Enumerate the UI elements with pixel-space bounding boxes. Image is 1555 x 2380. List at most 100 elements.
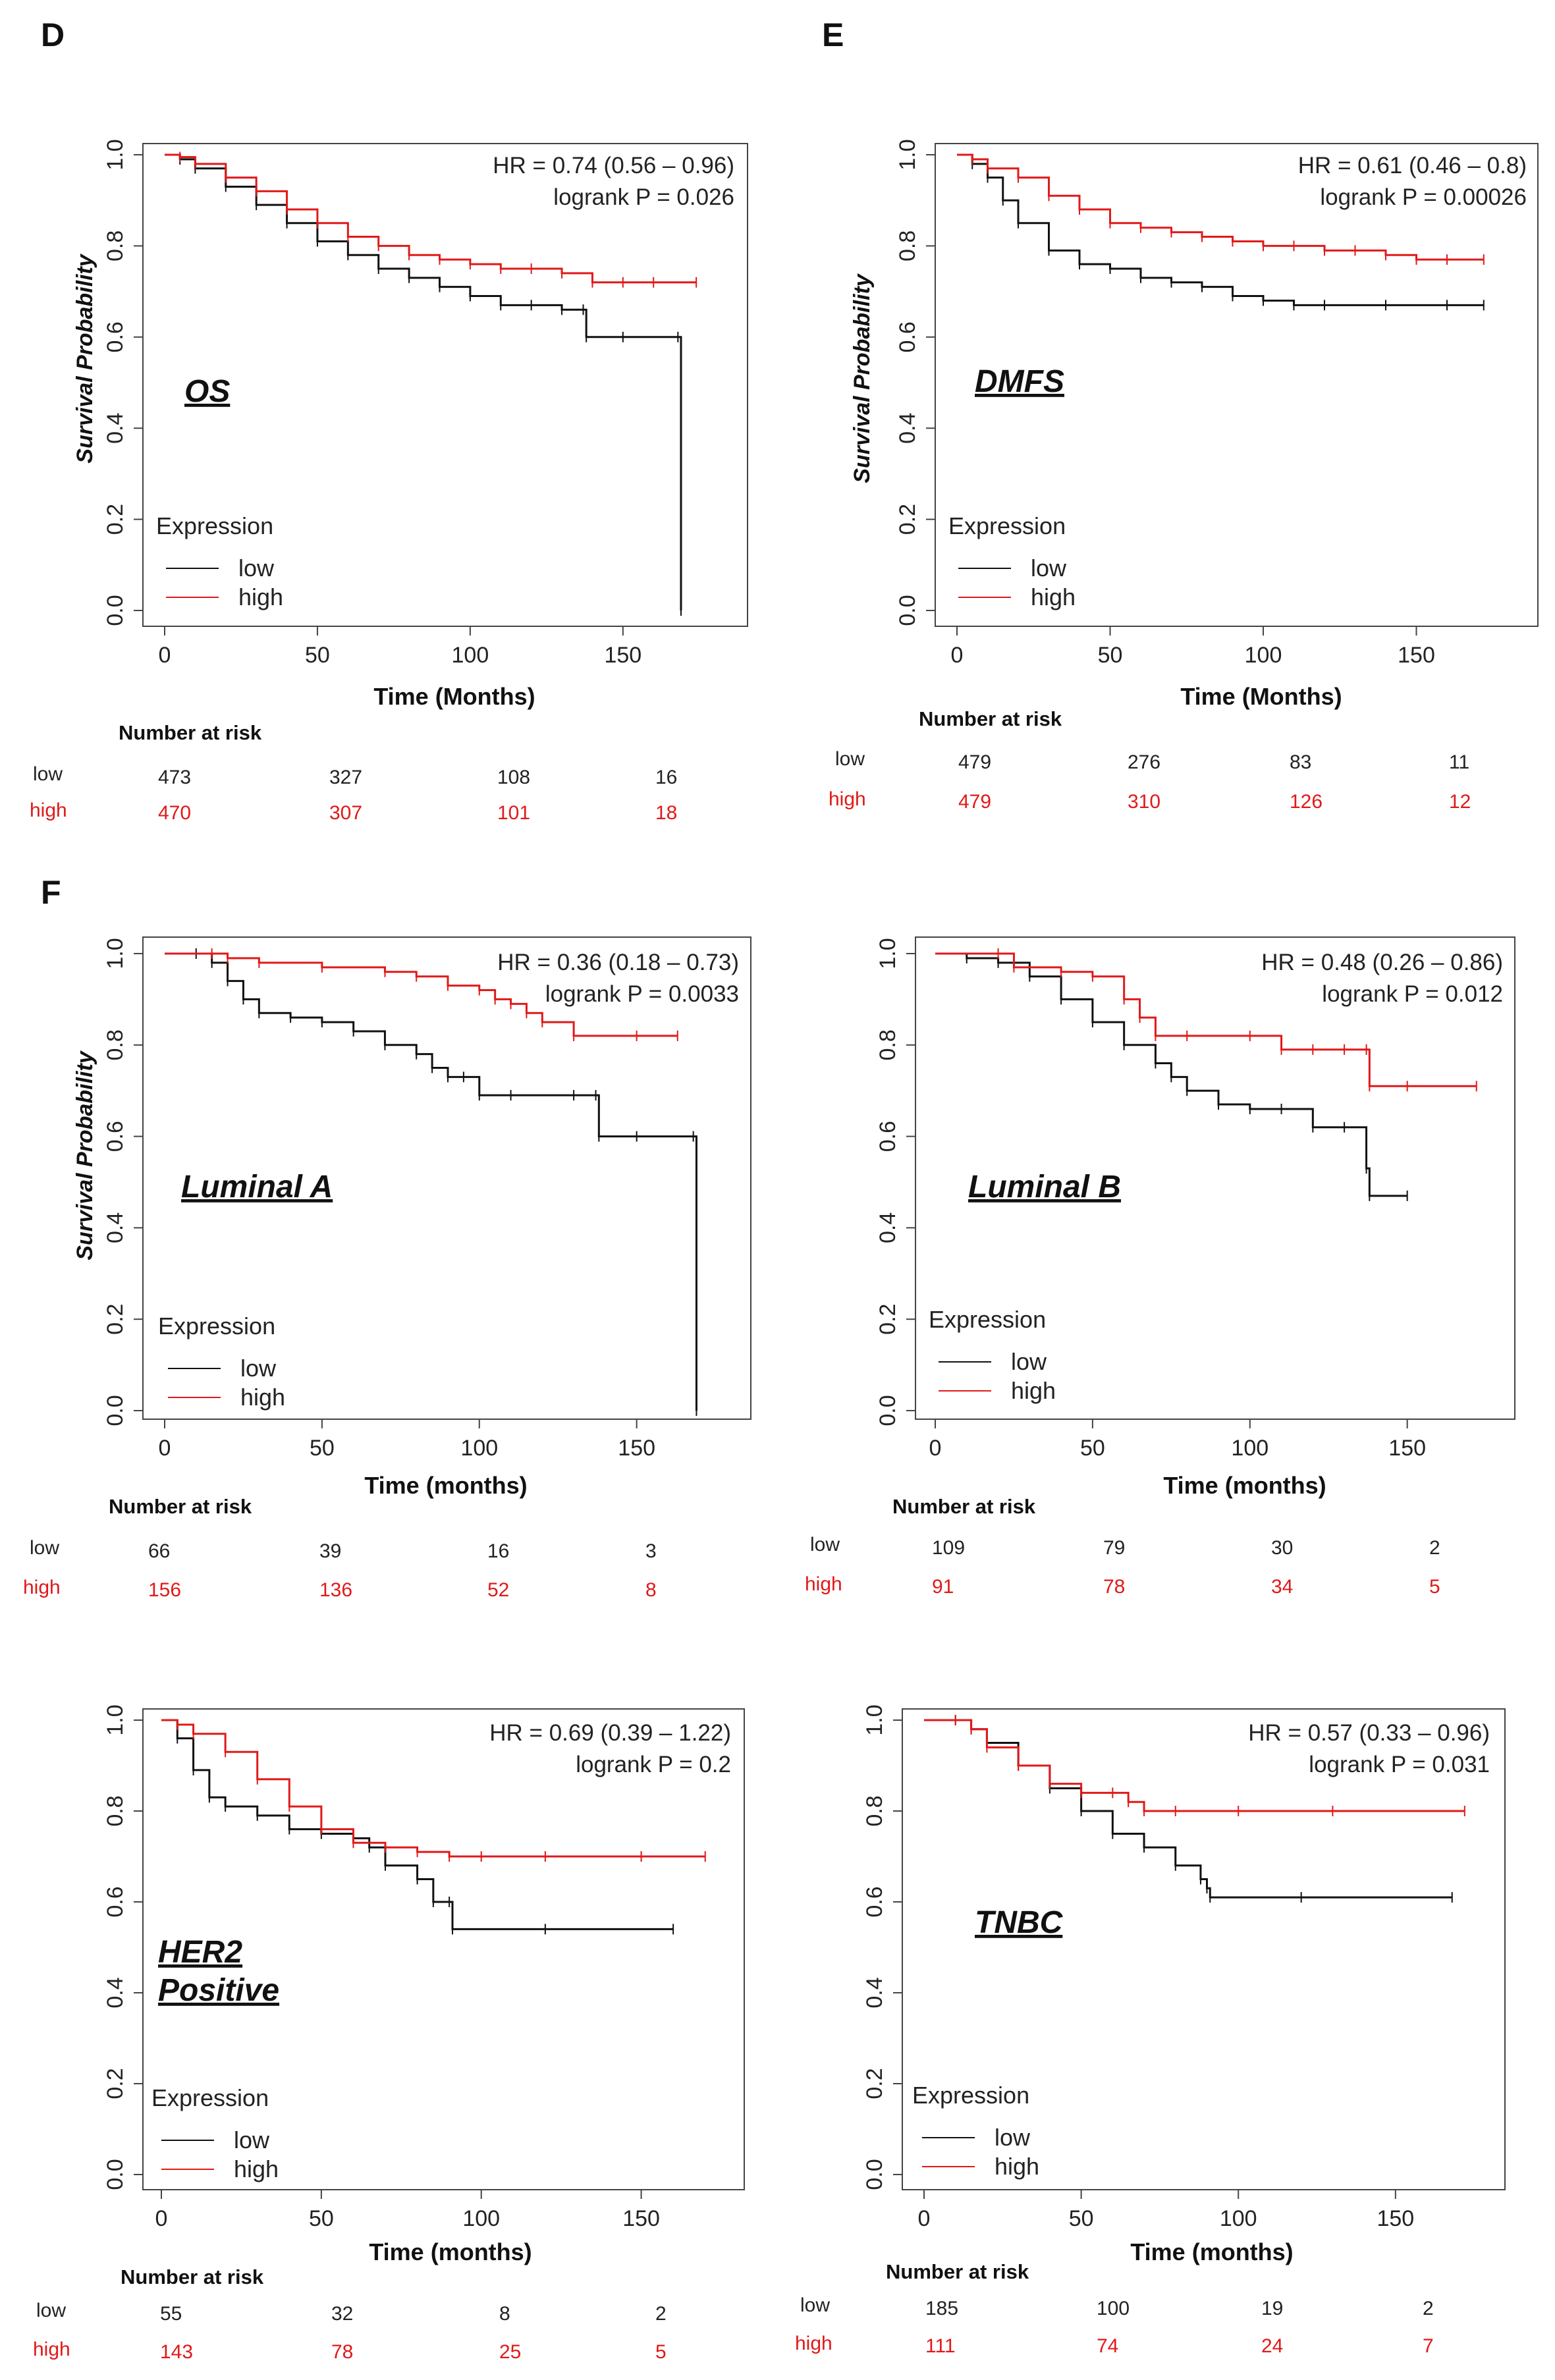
legend-high-label: high — [995, 2153, 1039, 2180]
subtype-title: DMFS — [975, 364, 1064, 399]
y-tick-label: 0.8 — [875, 1029, 900, 1060]
logrank-p-text: logrank P = 0.0033 — [545, 981, 739, 1007]
legend-low-label: low — [1031, 554, 1067, 581]
y-tick-label: 0.2 — [103, 504, 128, 535]
risk-count-low: 479 — [958, 751, 991, 773]
risk-count-high: 136 — [319, 1579, 352, 1601]
y-tick-label: 1.0 — [103, 938, 128, 969]
risk-count-high: 101 — [497, 802, 530, 824]
risk-row-high-label: high — [23, 1577, 61, 1598]
subtype-title: Luminal A — [181, 1170, 333, 1204]
hazard-ratio-text: HR = 0.61 (0.46 – 0.8) — [1298, 153, 1527, 178]
y-tick-label: 0.2 — [875, 1304, 900, 1335]
x-tick-label: 50 — [1080, 1436, 1105, 1461]
risk-count-low: 2 — [1429, 1537, 1440, 1559]
x-tick-label: 0 — [951, 643, 964, 668]
y-tick-label: 0.0 — [895, 595, 920, 626]
y-tick-label: 0.4 — [862, 1977, 887, 2008]
risk-count-high: 24 — [1261, 2335, 1283, 2357]
subtype-title: HER2 — [158, 1935, 242, 1970]
hazard-ratio-text: HR = 0.69 (0.39 – 1.22) — [489, 1720, 731, 1746]
risk-count-low: 185 — [925, 2298, 958, 2319]
legend-title: Expression — [948, 512, 1066, 539]
risk-row-high-label: high — [805, 1573, 842, 1595]
risk-count-high: 12 — [1449, 791, 1471, 813]
y-tick-label: 0.8 — [103, 1795, 128, 1826]
risk-count-high: 91 — [932, 1576, 954, 1598]
y-tick-label: 0.8 — [895, 230, 920, 261]
x-tick-label: 0 — [159, 643, 171, 668]
x-tick-label: 150 — [604, 643, 641, 668]
km-panel: 0.0 0.2 0.4 0.6 0.8 1.0 0 50 100 150 Time (months)… — [23, 936, 751, 1601]
x-tick-label: 50 — [309, 2206, 334, 2231]
x-axis-label: Time (Months) — [373, 683, 535, 710]
subtype-title: TNBC — [975, 1905, 1064, 1940]
y-tick-label: 0.6 — [103, 1121, 128, 1152]
y-tick-label: 0.6 — [862, 1886, 887, 1917]
legend-title: Expression — [158, 1312, 275, 1339]
risk-count-high: 5 — [655, 2341, 667, 2363]
logrank-p-text: logrank P = 0.026 — [553, 184, 734, 210]
y-tick-label: 0.4 — [103, 413, 128, 444]
y-tick-label: 0.4 — [895, 413, 920, 444]
hazard-ratio-text: HR = 0.36 (0.18 – 0.73) — [497, 950, 739, 975]
risk-count-low: 32 — [331, 2303, 353, 2325]
x-tick-label: 100 — [1245, 643, 1282, 668]
risk-count-high: 18 — [655, 802, 677, 824]
km-panel: 0.0 0.2 0.4 0.6 0.8 1.0 0 50 100 150 Time (months)… — [805, 936, 1515, 1598]
risk-count-low: 39 — [319, 1540, 341, 1562]
risk-count-low: 16 — [655, 767, 677, 788]
x-tick-label: 0 — [159, 1436, 171, 1461]
x-tick-label: 150 — [1377, 2206, 1414, 2231]
y-tick-label: 0.4 — [875, 1212, 900, 1243]
risk-count-high: 7 — [1423, 2335, 1434, 2357]
legend-low-label: low — [238, 554, 275, 581]
risk-row-high-label: high — [30, 799, 67, 821]
risk-count-low: 327 — [329, 767, 362, 788]
survival-curve-low — [935, 952, 1407, 1197]
y-axis-label: Survival Probability — [850, 273, 875, 483]
legend-low-label: low — [234, 2126, 270, 2153]
subtype-title: Luminal B — [968, 1170, 1121, 1204]
risk-row-low-label: low — [33, 763, 63, 785]
x-axis-label: Time (months) — [1130, 2238, 1293, 2265]
risk-row-low-label: low — [810, 1534, 840, 1555]
plot-frame — [142, 936, 751, 1420]
x-tick-label: 50 — [1098, 643, 1123, 668]
risk-count-high: 156 — [148, 1579, 181, 1601]
y-tick-label: 0.8 — [862, 1795, 887, 1826]
risk-count-high: 310 — [1128, 791, 1160, 813]
y-tick-label: 0.4 — [103, 1977, 128, 2008]
logrank-p-text: logrank P = 0.00026 — [1320, 184, 1527, 210]
subtype-title: OS — [184, 374, 230, 409]
x-tick-label: 100 — [460, 1436, 498, 1461]
plot-frame — [935, 143, 1539, 627]
legend-title: Expression — [151, 2084, 269, 2111]
y-tick-label: 0.2 — [862, 2068, 887, 2099]
y-tick-label: 1.0 — [862, 1704, 887, 1735]
risk-count-low: 79 — [1103, 1537, 1125, 1559]
legend-low-label: low — [995, 2124, 1031, 2151]
risk-count-low: 55 — [160, 2303, 182, 2325]
risk-count-high: 143 — [160, 2341, 193, 2363]
risk-count-high: 25 — [499, 2341, 521, 2363]
legend-high-label: high — [238, 583, 283, 610]
y-tick-label: 0.2 — [103, 1304, 128, 1335]
y-tick-label: 0.6 — [103, 321, 128, 352]
risk-row-low-label: low — [36, 2300, 66, 2321]
risk-row-high-label: high — [33, 2339, 70, 2360]
legend-low-label: low — [1011, 1348, 1047, 1375]
y-tick-label: 0.0 — [103, 2159, 128, 2190]
risk-count-low: 30 — [1271, 1537, 1293, 1559]
x-tick-label: 150 — [1388, 1436, 1426, 1461]
x-tick-label: 100 — [1231, 1436, 1269, 1461]
risk-count-high: 52 — [487, 1579, 509, 1601]
x-axis-label: Time (months) — [364, 1472, 527, 1499]
risk-count-low: 473 — [158, 767, 191, 788]
x-tick-label: 50 — [1069, 2206, 1094, 2231]
x-tick-label: 0 — [155, 2206, 168, 2231]
y-tick-label: 0.0 — [875, 1395, 900, 1426]
y-tick-label: 0.8 — [103, 230, 128, 261]
subtype-title: Positive — [158, 1973, 279, 2008]
